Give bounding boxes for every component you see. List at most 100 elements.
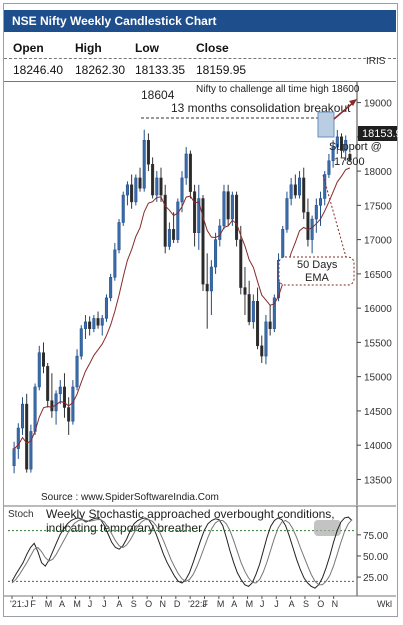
x-month-label: N: [159, 599, 166, 609]
candle-body: [188, 153, 192, 192]
candle-body: [151, 163, 155, 196]
candle-body: [281, 229, 285, 261]
candle-body: [264, 321, 268, 357]
x-axis-month-labels: '21:J F M A M J J A S O N D '22:JF M A M J J A S O N: [10, 596, 338, 609]
annotation-support-line1: Support @: [329, 141, 382, 153]
x-axis: '21:J F M A M J J A S O N D '22:JF M A M J J A S O N Wkl: [4, 595, 396, 609]
stochastic-tick-label: 50.00: [363, 552, 388, 563]
candle-body: [327, 160, 331, 175]
x-month-label: M: [246, 599, 254, 609]
candle-body: [155, 177, 159, 196]
x-month-label: S: [131, 599, 137, 609]
candle-body: [222, 191, 226, 227]
price-panel: IRIS 19000185001800017500170001650016000…: [12, 56, 402, 505]
x-month-label: A: [59, 599, 65, 609]
candle-body: [167, 229, 171, 247]
candle-body: [172, 229, 176, 240]
chart-frame: [3, 3, 398, 617]
ohlc-panel: Open High Low Close 18246.40 18262.30 18…: [4, 36, 396, 82]
stochastic-annotation-line1: Weekly Stochastic approached overbought …: [46, 507, 335, 521]
price-tick-label: 14000: [364, 441, 392, 452]
annotation-consolidation: 13 months consolidation breakout: [171, 101, 351, 115]
candle-body: [75, 355, 79, 388]
candle-body: [314, 205, 318, 220]
x-month-label: N: [332, 599, 339, 609]
breakout-arrow: [333, 101, 355, 120]
x-month-label: M: [73, 599, 81, 609]
ohlc-close-header: Close: [196, 41, 229, 55]
last-price-label: 18153.9: [362, 128, 402, 140]
ohlc-bottom-rule: [4, 81, 396, 82]
price-tick-label: 15000: [364, 373, 392, 384]
candle-body: [230, 194, 234, 220]
candle-body: [104, 297, 108, 319]
candle-body: [339, 136, 344, 151]
x-month-label: J: [102, 599, 107, 609]
candle-body: [197, 198, 201, 234]
x-month-label: J: [88, 599, 93, 609]
price-tick-label: 19000: [364, 99, 392, 110]
ema-line: [13, 167, 351, 449]
x-month-label: S: [303, 599, 309, 609]
ohlc-low-header: Low: [135, 41, 159, 55]
candle-body: [138, 177, 142, 189]
candle-body: [130, 184, 134, 203]
candle-body: [54, 393, 58, 412]
candle-body: [260, 345, 264, 357]
candle-body: [251, 301, 255, 323]
candle-body: [33, 386, 37, 432]
candle-body: [214, 239, 218, 268]
candle-body: [121, 194, 125, 223]
candle-body: [209, 266, 213, 292]
candle-body: [37, 352, 41, 388]
candle-body: [100, 318, 104, 326]
price-tick-label: 16000: [364, 304, 392, 315]
x-month-label: A: [289, 599, 295, 609]
x-month-label: A: [116, 599, 122, 609]
candle-body: [79, 328, 83, 357]
stochastic-k-line: [11, 516, 353, 589]
x-month-label: O: [317, 599, 324, 609]
candle-body: [205, 283, 209, 292]
price-tick-label: 16500: [364, 270, 392, 281]
candle-body: [184, 153, 188, 179]
candle-body: [226, 191, 230, 220]
candle-body: [46, 366, 50, 401]
price-tick-label: 13500: [364, 475, 392, 486]
candle-body: [146, 139, 150, 165]
candle-body: [302, 177, 306, 213]
candle-body: [41, 352, 45, 367]
candle-body: [83, 321, 87, 329]
candle-body: [335, 136, 339, 148]
candle-body: [239, 239, 243, 288]
candle-body: [125, 184, 129, 196]
x-month-label: F: [30, 599, 36, 609]
annotation-challenge: Nifty to challenge all time high 18600: [196, 84, 360, 95]
candle-body: [344, 139, 348, 151]
candle-body: [285, 198, 289, 230]
breakout-arrow-head: [349, 99, 357, 106]
ohlc-high-value: 18262.30: [75, 63, 126, 77]
candle-body: [323, 174, 327, 199]
stochastic-annotation-line2: indicating temporary breather: [46, 521, 202, 535]
candle-body: [163, 194, 167, 247]
candles: [12, 129, 352, 474]
candle-body: [319, 198, 323, 206]
stochastic-label: Stoch: [8, 509, 34, 520]
candle-body: [134, 177, 138, 203]
price-tick-label: 18000: [364, 167, 392, 178]
candle-body: [331, 146, 335, 162]
candle-body: [289, 184, 293, 199]
x-month-label: J: [274, 599, 279, 609]
price-tick-label: 15500: [364, 338, 392, 349]
ohlc-low-value: 18133.35: [135, 63, 186, 77]
stochastic-panel: Stoch Weekly Stochastic approached overb…: [4, 505, 396, 596]
annotation-ema-line1: 50 Days: [297, 259, 338, 271]
candle-body: [180, 177, 184, 203]
source-label: Source : www.SpiderSoftwareIndia.Com: [41, 492, 219, 503]
candle-body: [247, 294, 251, 323]
candle-body: [16, 427, 20, 449]
candle-body: [176, 201, 180, 240]
candle-body: [88, 321, 92, 329]
